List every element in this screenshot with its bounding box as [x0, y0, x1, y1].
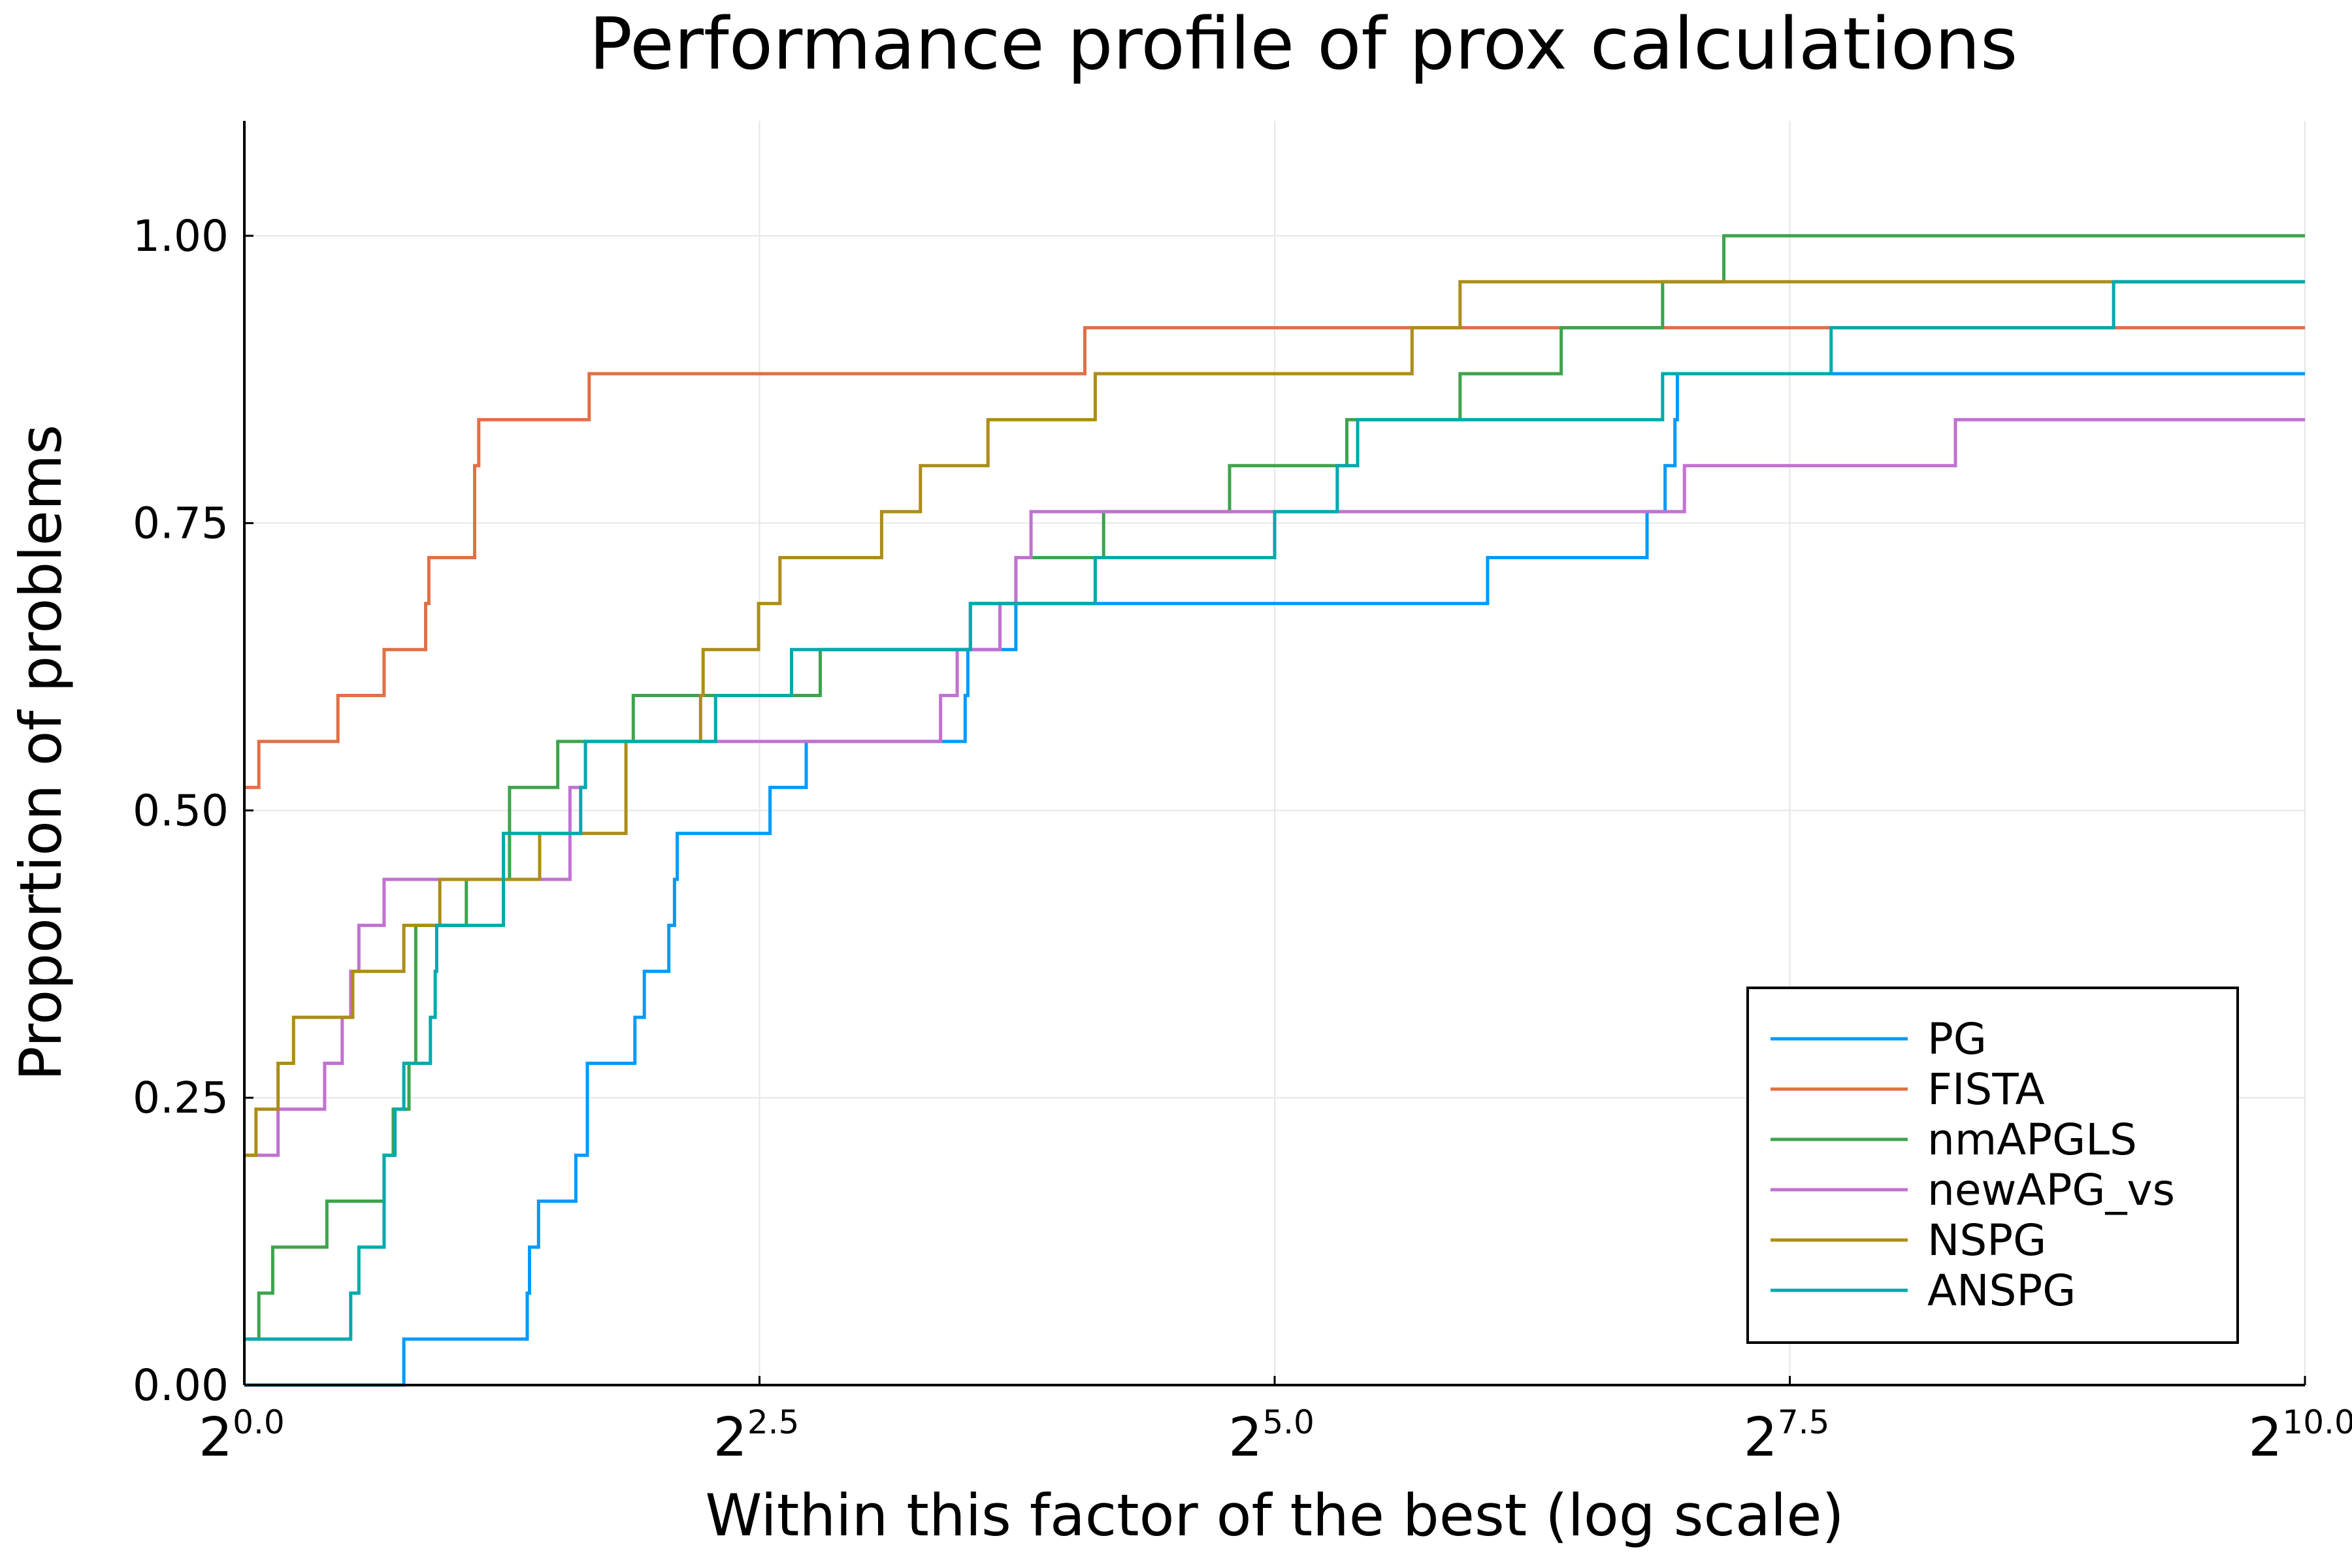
legend-entry: nmAPGLS	[1927, 1115, 2137, 1165]
x-tick-label: 22.5	[713, 1403, 800, 1469]
y-tick-label: 1.00	[133, 211, 229, 261]
x-axis-label: Within this factor of the best (log scal…	[705, 1482, 1844, 1549]
y-axis-label: Proportion of problems	[7, 425, 74, 1081]
legend-entry: NSPG	[1927, 1215, 2046, 1266]
legend-entry: ANSPG	[1927, 1266, 2076, 1316]
y-axis-ticks: 0.00 0.25 0.50 0.75 1.00	[133, 211, 253, 1411]
legend-entry: newAPG_vs	[1927, 1165, 2175, 1215]
x-tick-label: 27.5	[1744, 1403, 1830, 1469]
y-tick-label: 0.00	[133, 1360, 229, 1411]
y-tick-label: 0.75	[133, 498, 229, 549]
x-tick-label: 20.0	[199, 1403, 285, 1469]
series-lines	[244, 234, 2305, 1387]
x-tick-label: 25.0	[1228, 1403, 1315, 1469]
legend-entry: PG	[1927, 1014, 1987, 1064]
series-line-anspg	[244, 280, 2305, 1341]
legend-box	[1746, 987, 2239, 1344]
legend-entry: FISTA	[1927, 1064, 2045, 1115]
series-line-pg	[244, 372, 2305, 1387]
series-line-nspg	[244, 280, 2305, 1157]
chart-title: Performance profile of prox calculations	[589, 2, 2018, 86]
x-axis-ticks: 20.0 22.5 25.0 27.5 210.0	[199, 1376, 2352, 1469]
y-tick-label: 0.25	[133, 1073, 229, 1123]
series-line-fista	[244, 326, 2305, 789]
x-tick-label: 210.0	[2248, 1403, 2352, 1469]
y-tick-label: 0.50	[133, 785, 229, 836]
